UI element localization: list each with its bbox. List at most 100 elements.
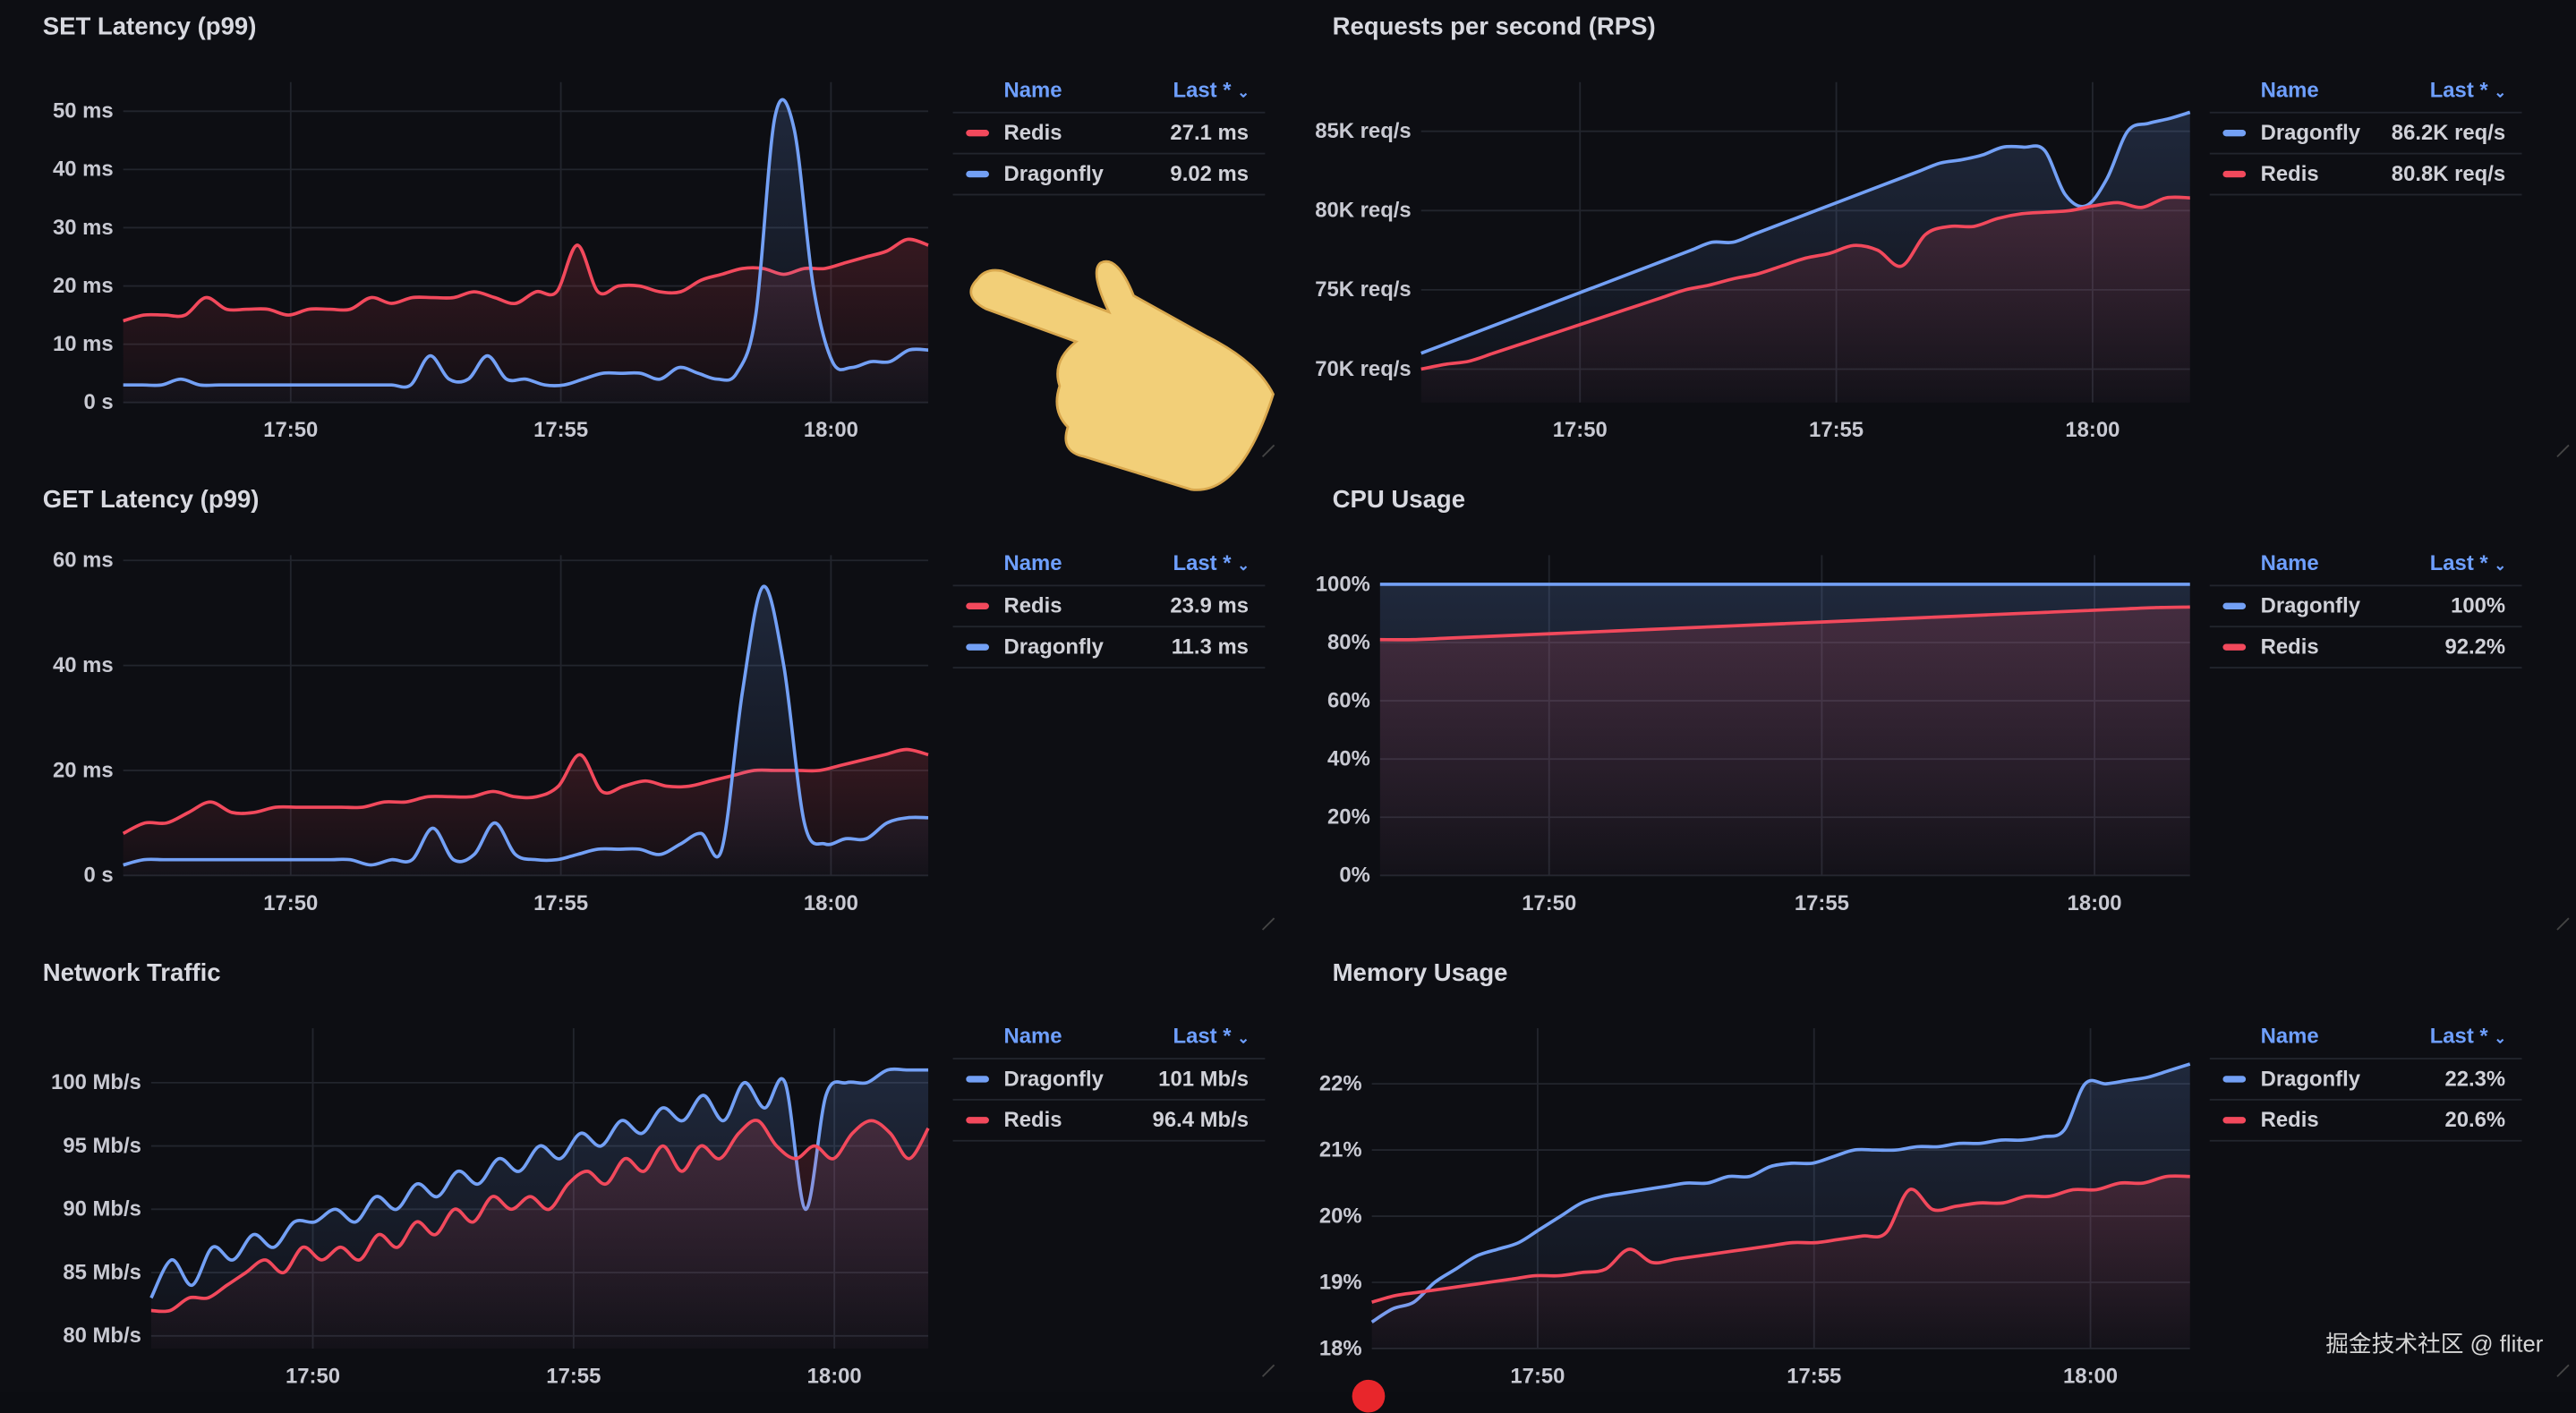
x-tick-label: 17:55 — [546, 1364, 601, 1388]
legend-header-last[interactable]: Last * ⌄ — [1173, 1024, 1250, 1049]
y-tick-label: 60% — [1327, 688, 1370, 712]
y-tick-label: 100% — [1316, 572, 1370, 596]
legend-last-value: 92.2% — [2444, 634, 2506, 660]
legend: Name Last * ⌄ Dragonfly 101 Mb/s Redis 96.4 … — [952, 946, 1266, 1274]
panel-title[interactable]: Memory Usage — [1332, 958, 1508, 988]
legend-item-dragonfly[interactable]: Dragonfly 100% — [2209, 584, 2522, 627]
legend-header-last-label: Last * — [2429, 77, 2488, 102]
legend-header-last[interactable]: Last * ⌄ — [2430, 77, 2506, 102]
legend-last-value: 23.9 ms — [1170, 592, 1249, 618]
x-tick-label: 17:55 — [1809, 418, 1864, 442]
legend-series-name: Dragonfly — [1003, 1066, 1104, 1091]
chart-memory-usage: 18% 19% 20% 21% 22% 17:50 17:55 18:00 — [1319, 1028, 2191, 1388]
series-color-swatch — [966, 602, 989, 609]
y-tick-label: 60 ms — [53, 549, 114, 573]
panel-cpu-usage: CPU Usage 0% 20% 40% 60% 80% 100% 17:50 17:55 18:… — [1290, 473, 2576, 947]
legend-item-dragonfly[interactable]: Dragonfly 86.2K req/s — [2209, 111, 2522, 155]
legend: Name Last * ⌄ Dragonfly 22.3% Redis 20.6% — [2209, 946, 2522, 1274]
y-tick-label: 50 ms — [53, 99, 114, 123]
legend-last-value: 20.6% — [2444, 1107, 2506, 1132]
chevron-down-icon: ⌄ — [1237, 557, 1250, 574]
legend-last-value: 22.3% — [2444, 1066, 2506, 1091]
legend-item-dragonfly[interactable]: Dragonfly 11.3 ms — [952, 626, 1266, 668]
legend-last-value: 96.4 Mb/s — [1152, 1107, 1249, 1132]
series-area-dragonfly — [123, 586, 929, 876]
legend-divider — [2209, 667, 2522, 669]
legend-item-redis[interactable]: Redis 96.4 Mb/s — [952, 1098, 1266, 1142]
legend-header-last[interactable]: Last * ⌄ — [1173, 550, 1250, 575]
series-line-dragonfly — [1420, 110, 2191, 355]
y-tick-label: 20% — [1327, 805, 1370, 830]
legend-header-last[interactable]: Last * ⌄ — [2430, 550, 2506, 575]
series-color-swatch — [2222, 170, 2247, 178]
legend-last-value: 9.02 ms — [1170, 160, 1249, 186]
legend-header-last-label: Last * — [2429, 1023, 2488, 1049]
panel-title[interactable]: CPU Usage — [1332, 486, 1466, 515]
legend-header-last-label: Last * — [1173, 549, 1232, 575]
legend-item-redis[interactable]: Redis 20.6% — [2209, 1098, 2522, 1142]
series-color-swatch — [966, 1076, 989, 1083]
y-tick-label: 80% — [1327, 630, 1370, 654]
panel-get-latency: GET Latency (p99) 0 s 20 ms 40 ms 60 ms 17:50… — [0, 473, 1282, 947]
legend-series-name: Redis — [2260, 160, 2319, 186]
series-line-redis — [1420, 195, 2190, 371]
y-tick-label: 10 ms — [53, 332, 114, 356]
panel-title[interactable]: Network Traffic — [42, 958, 221, 988]
legend: Name Last * ⌄ Redis 27.1 ms Dragonfly 9.02 m… — [952, 0, 1266, 328]
y-tick-label: 80 Mb/s — [63, 1324, 141, 1348]
y-tick-label: 40 ms — [53, 157, 114, 182]
x-tick-label: 17:50 — [263, 418, 318, 442]
series-color-swatch — [966, 130, 989, 137]
legend: Name Last * ⌄ Dragonfly 86.2K req/s Redis 80… — [2209, 0, 2522, 328]
y-tick-label: 0% — [1339, 864, 1369, 888]
legend-series-name: Dragonfly — [1003, 634, 1104, 660]
legend-series-name: Redis — [2260, 1107, 2319, 1132]
y-tick-label: 18% — [1319, 1336, 1362, 1360]
legend-last-value: 27.1 ms — [1170, 119, 1249, 145]
y-tick-label: 40% — [1327, 747, 1370, 771]
legend: Name Last * ⌄ Redis 23.9 ms Dragonfly 11.3 m… — [952, 473, 1266, 802]
legend-item-redis[interactable]: Redis 80.8K req/s — [2209, 152, 2522, 196]
legend-item-dragonfly[interactable]: Dragonfly 101 Mb/s — [952, 1058, 1266, 1101]
legend-item-redis[interactable]: Redis 92.2% — [2209, 626, 2522, 668]
chevron-down-icon: ⌄ — [2494, 83, 2507, 100]
legend-header-last[interactable]: Last * ⌄ — [2430, 1024, 2506, 1049]
series-color-swatch — [2222, 130, 2247, 137]
x-tick-label: 17:55 — [533, 418, 588, 442]
x-tick-label: 18:00 — [2068, 891, 2122, 915]
legend-header-name[interactable]: Name — [2260, 1023, 2319, 1049]
panel-title[interactable]: GET Latency (p99) — [42, 486, 260, 515]
series-color-swatch — [2222, 1076, 2247, 1083]
x-tick-label: 17:55 — [533, 891, 588, 915]
legend-divider — [952, 1139, 1266, 1142]
y-tick-label: 20% — [1319, 1204, 1362, 1228]
legend-header-name[interactable]: Name — [1003, 549, 1062, 575]
legend-header-name[interactable]: Name — [1003, 1023, 1062, 1049]
legend-header-name[interactable]: Name — [2260, 77, 2319, 102]
x-tick-label: 18:00 — [804, 891, 858, 915]
y-tick-label: 85 Mb/s — [63, 1260, 141, 1284]
series-area-redis — [1420, 197, 2190, 403]
legend-divider — [952, 193, 1266, 196]
y-tick-label: 20 ms — [53, 274, 114, 298]
legend-header-name[interactable]: Name — [1003, 77, 1062, 102]
x-tick-label: 17:55 — [1795, 891, 1849, 915]
legend-item-dragonfly[interactable]: Dragonfly 9.02 ms — [952, 152, 1266, 196]
y-tick-label: 80K req/s — [1315, 199, 1411, 223]
y-tick-label: 21% — [1319, 1137, 1362, 1162]
legend-item-redis[interactable]: Redis 27.1 ms — [952, 111, 1266, 155]
series-line-redis — [150, 1119, 930, 1314]
x-tick-label: 18:00 — [807, 1364, 862, 1388]
legend-header-last[interactable]: Last * ⌄ — [1173, 77, 1250, 102]
legend-item-dragonfly[interactable]: Dragonfly 22.3% — [2209, 1058, 2522, 1101]
legend-item-redis[interactable]: Redis 23.9 ms — [952, 584, 1266, 627]
chart-cpu-usage: 0% 20% 40% 60% 80% 100% 17:50 17:55 18:00 — [1316, 555, 2190, 915]
legend-last-value: 101 Mb/s — [1158, 1066, 1249, 1091]
legend-header-name[interactable]: Name — [2260, 549, 2319, 575]
y-tick-label: 100 Mb/s — [51, 1070, 141, 1094]
legend-divider — [2209, 1139, 2522, 1142]
series-line-redis — [1371, 1174, 2190, 1304]
panel-title[interactable]: Requests per second (RPS) — [1332, 13, 1656, 41]
panel-title[interactable]: SET Latency (p99) — [42, 13, 257, 41]
